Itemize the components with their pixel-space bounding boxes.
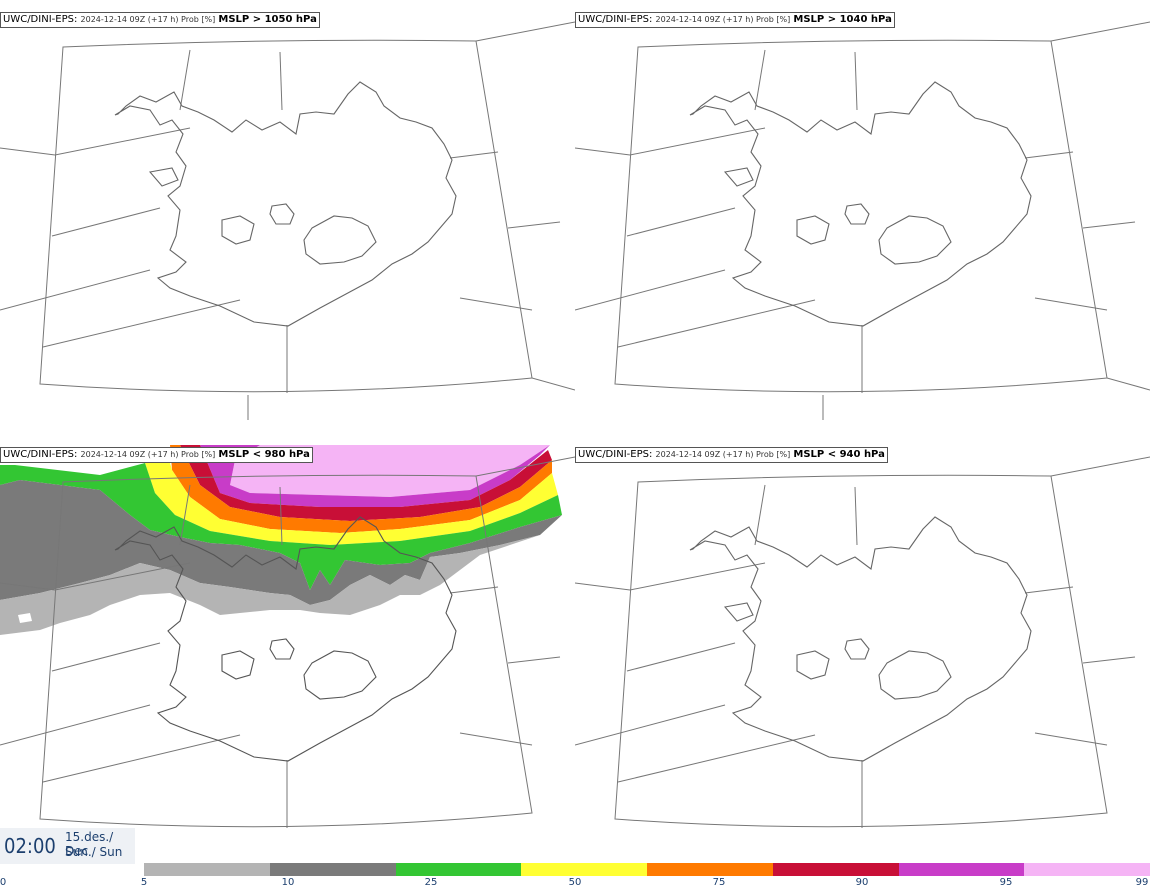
legend-swatch bbox=[898, 863, 1025, 876]
panel-title: UWC/DINI-EPS: 2024-12-14 09Z (+17 h) Pro… bbox=[0, 12, 320, 28]
color-legend-bar bbox=[144, 863, 1150, 876]
map-iceland bbox=[575, 456, 1150, 828]
legend-tick-label: 90 bbox=[855, 877, 869, 888]
panel-title: UWC/DINI-EPS: 2024-12-14 09Z (+17 h) Pro… bbox=[575, 447, 888, 463]
legend-tick-label: 75 bbox=[712, 877, 726, 888]
legend-tick-label: 95 bbox=[999, 877, 1013, 888]
legend-tick-label: 50 bbox=[568, 877, 582, 888]
map-iceland-probability bbox=[0, 445, 575, 828]
map-panel-mslp-lt-940: UWC/DINI-EPS: 2024-12-14 09Z (+17 h) Pro… bbox=[575, 445, 1150, 881]
valid-date: 15.des./ Dec bbox=[65, 830, 114, 858]
legend-swatch bbox=[647, 863, 773, 876]
valid-time-box: 02:00 15.des./ Dec Sun./ Sun bbox=[0, 828, 135, 864]
legend-swatch bbox=[772, 863, 899, 876]
panel-title: UWC/DINI-EPS: 2024-12-14 09Z (+17 h) Pro… bbox=[575, 12, 895, 28]
legend-tick-label: 5 bbox=[140, 877, 148, 888]
map-iceland bbox=[575, 21, 1150, 420]
legend-tick-label: 99 bbox=[1135, 877, 1149, 888]
legend-swatch bbox=[269, 863, 396, 876]
legend-tick-label: 25 bbox=[424, 877, 438, 888]
legend-tick-label: 10 bbox=[281, 877, 295, 888]
probability-shading bbox=[0, 445, 562, 635]
legend-swatch bbox=[144, 863, 270, 876]
legend-tick-label: 0 bbox=[0, 877, 7, 888]
panel-title: UWC/DINI-EPS: 2024-12-14 09Z (+17 h) Pro… bbox=[0, 447, 313, 463]
map-panel-mslp-gt-1050: UWC/DINI-EPS: 2024-12-14 09Z (+17 h) Pro… bbox=[0, 10, 575, 446]
map-panel-mslp-gt-1040: UWC/DINI-EPS: 2024-12-14 09Z (+17 h) Pro… bbox=[575, 10, 1150, 446]
legend-swatch bbox=[521, 863, 647, 876]
legend-swatch bbox=[1024, 863, 1150, 876]
valid-time: 02:00 bbox=[4, 834, 56, 858]
map-panel-mslp-lt-980: UWC/DINI-EPS: 2024-12-14 09Z (+17 h) Pro… bbox=[0, 445, 575, 881]
map-iceland bbox=[0, 21, 575, 420]
valid-weekday: Sun./ Sun bbox=[65, 845, 123, 859]
legend-swatch bbox=[395, 863, 522, 876]
